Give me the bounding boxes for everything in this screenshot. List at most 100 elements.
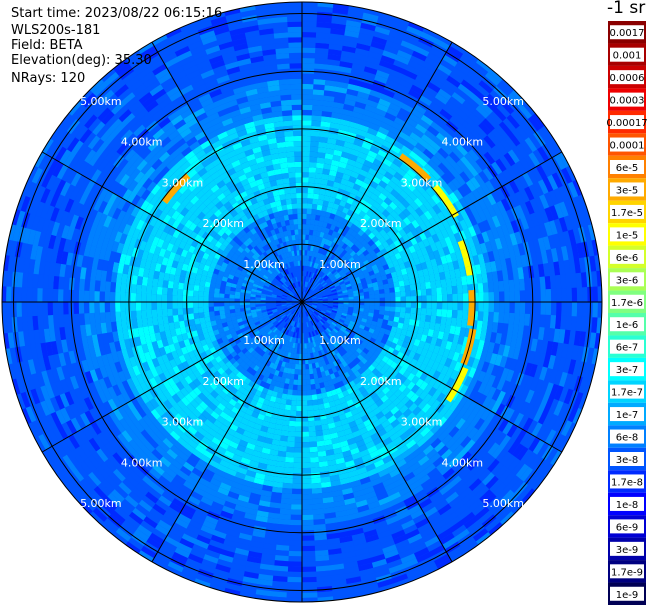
range-bin	[346, 254, 353, 261]
range-bin	[287, 436, 295, 442]
range-bin	[328, 282, 334, 287]
range-bin	[430, 315, 437, 324]
range-bin	[147, 277, 154, 287]
range-bin	[291, 289, 296, 295]
range-bin	[309, 446, 318, 453]
range-bin	[304, 239, 309, 246]
range-bin	[294, 316, 298, 322]
range-bin	[260, 307, 267, 311]
range-bin	[306, 213, 312, 220]
range-bin	[332, 328, 339, 334]
range-bin	[321, 331, 327, 337]
range-bin	[317, 450, 327, 457]
range-bin	[457, 293, 463, 303]
range-bin	[306, 281, 309, 288]
range-bin	[325, 321, 331, 327]
range-bin	[236, 318, 243, 323]
range-bin	[239, 298, 245, 302]
range-bin	[305, 287, 309, 293]
range-bin	[281, 295, 288, 298]
range-bin	[288, 214, 294, 220]
range-bin	[291, 299, 297, 301]
range-bin	[141, 318, 149, 328]
range-bin	[384, 297, 391, 303]
range-bin	[351, 284, 358, 289]
range-bin	[363, 291, 370, 296]
range-bin	[303, 306, 307, 312]
range-bin	[282, 419, 290, 426]
range-bin	[321, 293, 328, 297]
range-bin	[288, 307, 294, 312]
range-bin	[278, 513, 291, 520]
range-bin	[301, 504, 313, 510]
range-bin	[315, 430, 324, 437]
range-bin	[271, 357, 277, 364]
range-bin	[302, 125, 312, 131]
range-bin	[320, 266, 325, 272]
range-bin	[306, 304, 312, 307]
range-bin	[341, 273, 347, 279]
range-bin	[326, 292, 333, 296]
range-bin	[326, 310, 332, 314]
range-bin	[371, 277, 378, 284]
range-bin	[297, 292, 301, 298]
range-bin	[177, 308, 184, 316]
range-bin	[297, 379, 302, 386]
range-bin	[275, 268, 281, 274]
range-bin	[359, 246, 367, 254]
range-bin	[304, 312, 307, 318]
range-bin	[312, 94, 324, 101]
range-bin	[389, 306, 396, 312]
range-bin	[373, 268, 380, 275]
range-bin	[287, 389, 293, 395]
range-bin	[304, 276, 307, 282]
range-bin	[306, 208, 312, 215]
range-bin	[362, 338, 370, 345]
range-bin	[268, 275, 274, 281]
range-bin	[368, 270, 375, 277]
range-bin	[369, 305, 375, 310]
range-bin	[313, 335, 317, 342]
range-bin	[332, 294, 338, 298]
range-bin	[285, 340, 290, 347]
range-bin	[287, 286, 292, 291]
range-bin	[130, 283, 137, 294]
range-bin	[293, 295, 299, 299]
range-bin	[307, 316, 311, 322]
range-bin	[115, 301, 121, 312]
range-bin	[322, 304, 328, 307]
range-bin	[151, 309, 158, 318]
range-bin	[252, 238, 260, 246]
range-bin	[369, 274, 377, 280]
range-bin	[286, 441, 295, 448]
range-bin	[152, 278, 159, 287]
range-bin	[301, 462, 311, 469]
range-bin	[350, 259, 357, 266]
range-bin	[445, 317, 452, 326]
range-bin	[311, 389, 317, 395]
range-bin	[287, 246, 292, 252]
range-bin	[306, 389, 312, 396]
range-bin	[317, 296, 323, 299]
range-bin	[301, 353, 305, 360]
range-bin	[292, 283, 296, 289]
range-bin	[275, 285, 281, 290]
range-bin	[499, 291, 505, 303]
range-bin	[276, 295, 282, 298]
range-bin	[251, 311, 257, 316]
range-bin	[283, 322, 288, 329]
range-bin	[120, 282, 127, 293]
range-bin	[287, 330, 291, 336]
range-bin	[326, 334, 332, 340]
range-bin	[327, 252, 334, 259]
range-bin	[314, 178, 322, 185]
range-bin	[317, 304, 323, 307]
range-bin	[261, 322, 268, 328]
range-bin	[287, 294, 293, 298]
range-bin	[333, 318, 340, 323]
range-bin	[270, 303, 277, 306]
range-bin	[318, 264, 323, 271]
range-bin	[293, 348, 298, 354]
range-bin	[231, 319, 238, 325]
range-bin	[326, 271, 332, 277]
